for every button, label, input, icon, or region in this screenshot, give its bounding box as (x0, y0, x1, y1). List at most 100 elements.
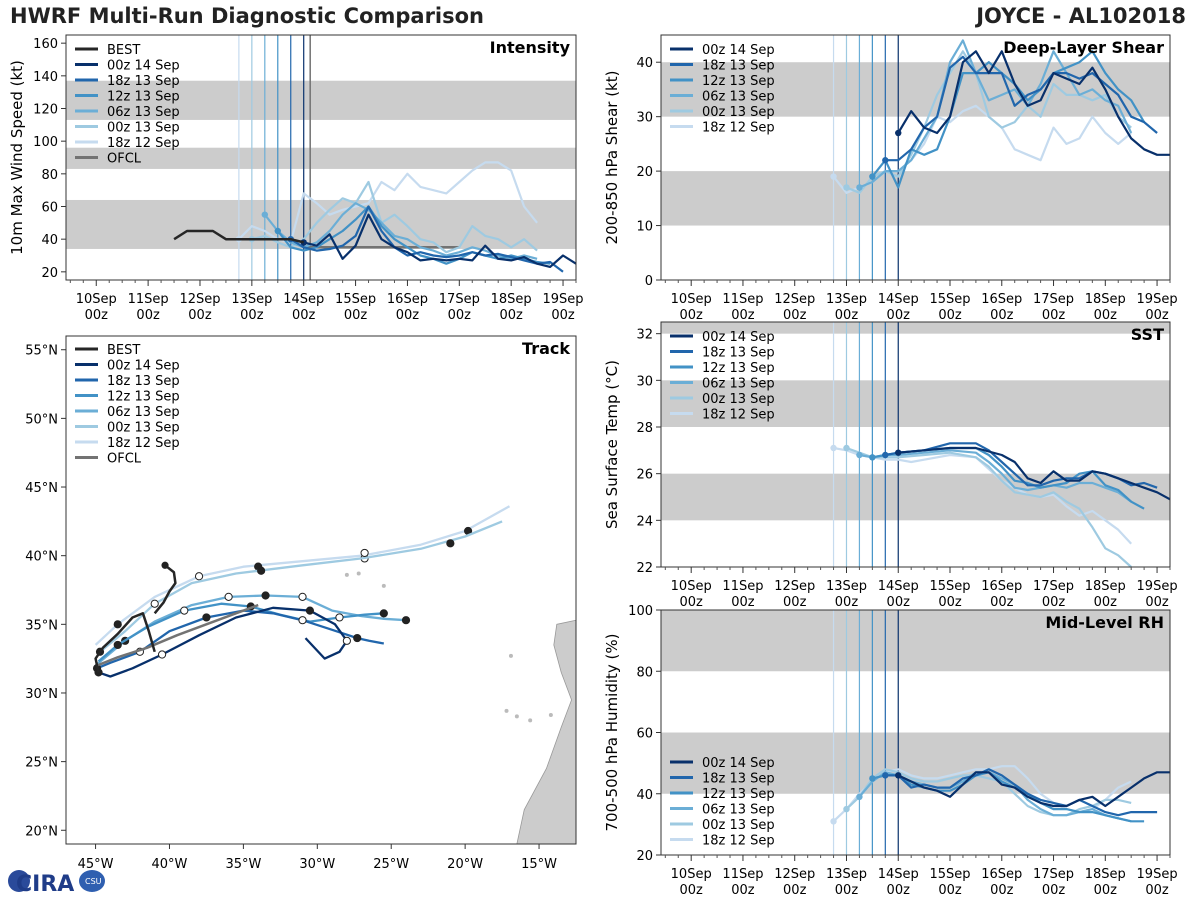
track-point (335, 613, 344, 622)
legend-label: 06z 13 Sep (702, 90, 775, 105)
track-line (98, 606, 349, 678)
map-y-tick-label: 45°N (25, 481, 58, 496)
track-point (261, 591, 270, 600)
x-tick-label-hour: 00z (783, 595, 807, 610)
legend-label: BEST (107, 43, 140, 58)
init-point (895, 449, 902, 456)
legend-label: 00z 13 Sep (702, 105, 775, 120)
x-tick-label-day: 17Sep (1033, 867, 1074, 882)
init-point (882, 451, 889, 459)
series-line (885, 55, 1158, 162)
x-tick-label-day: 17Sep (1033, 292, 1074, 307)
x-tick-label-day: 12Sep (774, 579, 815, 594)
series-line (897, 771, 1170, 808)
y-tick-label: 32 (636, 328, 653, 343)
init-point (895, 129, 902, 137)
x-tick-label-hour: 00z (887, 883, 911, 898)
x-tick-label-hour: 00z (1094, 308, 1118, 323)
map-x-tick-label: 40°W (152, 857, 188, 872)
legend-label: 00z 14 Sep (702, 756, 775, 771)
track-point (298, 616, 307, 625)
x-tick-label-hour: 00z (783, 308, 807, 323)
y-axis-label: 700-500 hPa Humidity (%) (603, 633, 621, 831)
shaded-band (661, 610, 1170, 672)
track-point (180, 606, 189, 615)
y-axis-label: 200-850 hPa Shear (kt) (603, 71, 621, 245)
series-line (845, 768, 1132, 817)
legend-label: BEST (107, 343, 140, 358)
logo-subtext: CSU (85, 877, 102, 886)
track-point (113, 640, 122, 650)
x-tick-label-day: 15Sep (929, 867, 970, 882)
track-point (157, 650, 167, 659)
plot-frame (660, 34, 1171, 281)
x-tick-label-day: 18Sep (1085, 292, 1126, 307)
x-tick-label-hour: 00z (551, 308, 575, 323)
init-point (843, 444, 850, 452)
island (344, 572, 349, 577)
map-y-tick-label: 25°N (25, 756, 58, 771)
init-point (274, 227, 281, 235)
shaded-band (661, 322, 1170, 334)
init-point (843, 184, 850, 191)
map-x-tick-label: 20°W (447, 857, 483, 872)
x-tick-label-hour: 00z (85, 308, 109, 323)
x-tick-label-hour: 00z (1145, 883, 1169, 898)
x-tick-label-hour: 00z (1094, 883, 1118, 898)
y-tick-label: 30 (636, 374, 653, 389)
y-tick-label: 120 (33, 103, 58, 118)
y-tick-label: 40 (41, 233, 58, 248)
series-line (871, 50, 1146, 189)
x-tick-label-hour: 00z (292, 308, 316, 323)
x-tick-label-day: 14Sep (878, 579, 919, 594)
x-tick-label-hour: 00z (887, 308, 911, 323)
x-tick-label-day: 13Sep (826, 292, 867, 307)
legend-label: 00z 14 Sep (702, 43, 775, 58)
map-frame (65, 335, 577, 845)
x-tick-label-day: 10Sep (671, 867, 712, 882)
y-tick-label: 20 (41, 266, 58, 281)
x-tick-label-day: 18Sep (1085, 867, 1126, 882)
x-tick-label-hour: 00z (499, 308, 523, 323)
x-tick-label-day: 11Sep (722, 292, 763, 307)
legend-label: 18z 13 Sep (702, 59, 775, 74)
track-point (150, 599, 159, 608)
legend-label: 18z 12 Sep (107, 436, 180, 451)
best-track-north (153, 564, 177, 615)
y-tick-label: 80 (41, 168, 58, 183)
x-tick-label-day: 11Sep (128, 292, 169, 307)
series-line (897, 50, 1170, 156)
x-tick-label-day: 12Sep (774, 292, 815, 307)
x-tick-label-day: 16Sep (981, 292, 1022, 307)
best-line (173, 229, 304, 244)
x-tick-label-day: 14Sep (283, 292, 324, 307)
x-tick-label-hour: 00z (990, 883, 1014, 898)
x-tick-label-hour: 00z (990, 595, 1014, 610)
x-tick-label-hour: 00z (1145, 308, 1169, 323)
track-point (257, 566, 266, 575)
plot-frame (660, 321, 1171, 568)
map-y-tick-label: 20°N (25, 824, 58, 839)
track-point (342, 636, 351, 645)
map-x-tick-label: 35°W (225, 857, 261, 872)
shaded-band (66, 147, 576, 169)
x-tick-label-hour: 00z (188, 308, 212, 323)
track-line (94, 505, 511, 646)
y-tick-label: 0 (645, 274, 653, 289)
legend-label: 12z 13 Sep (107, 390, 180, 405)
x-tick-label-hour: 00z (680, 595, 704, 610)
map-y-tick-label: 30°N (25, 687, 58, 702)
track-point (446, 539, 455, 548)
y-tick-label: 24 (636, 514, 653, 529)
storm-title: JOYCE - AL102018 (976, 4, 1186, 28)
x-tick-label-hour: 00z (1094, 595, 1118, 610)
panel-title: Deep-Layer Shear (1003, 38, 1164, 57)
init-point (261, 211, 269, 218)
y-tick-label: 60 (41, 201, 58, 216)
map-y-tick-label: 40°N (25, 550, 58, 565)
y-tick-label: 26 (636, 468, 653, 483)
track-point (194, 572, 204, 581)
